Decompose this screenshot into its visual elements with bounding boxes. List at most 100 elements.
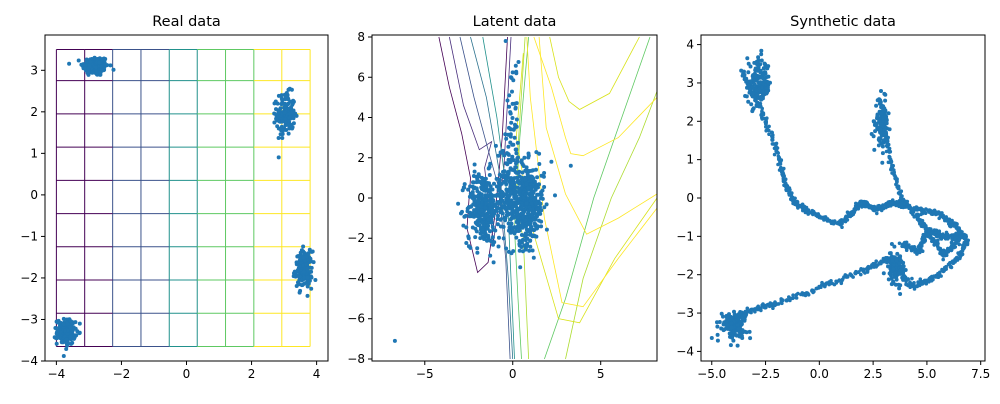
cluster-2-point: [291, 121, 296, 126]
cluster-1-point: [739, 68, 744, 73]
cluster-1-point: [467, 194, 472, 199]
cluster-2-point: [539, 173, 544, 178]
cluster-2-point: [525, 241, 530, 246]
scatter-point: [537, 151, 542, 156]
plot-area: [392, 36, 657, 360]
cluster-4-point: [64, 347, 69, 351]
cluster-1-point: [482, 177, 487, 182]
y-tick-label: 0: [357, 191, 365, 205]
cluster-2-point: [279, 128, 284, 133]
cluster-2-point: [516, 178, 521, 183]
curve-point: [904, 282, 908, 287]
cluster-1-point: [758, 95, 763, 100]
cluster-1-point: [88, 59, 93, 64]
cluster-3-point: [515, 212, 520, 217]
cluster-3-point: [512, 210, 516, 215]
curve-point: [791, 199, 796, 203]
cluster-1-point: [750, 91, 755, 96]
cluster-3-point: [302, 275, 307, 280]
curve-point: [912, 281, 916, 285]
cluster-2-point: [526, 151, 531, 156]
cluster-2-point: [524, 201, 529, 206]
cluster-1-point: [100, 57, 105, 62]
cluster-1-point: [480, 228, 485, 233]
cluster-4-point: [68, 335, 73, 340]
cluster-4-point: [65, 343, 70, 348]
cluster-2-point: [887, 127, 892, 132]
curve-point: [776, 157, 781, 161]
cluster-1-point: [467, 205, 471, 210]
cluster-2-point: [283, 102, 287, 107]
cluster-4-point: [66, 328, 70, 333]
cluster-1-point: [464, 241, 469, 245]
cluster-1-point: [755, 92, 760, 97]
curve-point: [785, 185, 790, 190]
cluster-2-point: [523, 168, 528, 173]
curve-point: [745, 306, 750, 311]
cluster-1-point: [749, 102, 754, 107]
cluster-4-point: [736, 326, 741, 331]
cluster-2-point: [527, 248, 532, 253]
cluster-2-point: [525, 236, 530, 241]
cluster-2-point: [529, 168, 534, 173]
y-tick-label: 4: [686, 38, 694, 52]
cluster-2-point: [283, 117, 287, 121]
curve-point: [787, 188, 792, 193]
cluster-4-point: [511, 78, 516, 83]
cluster-1-point: [483, 198, 488, 203]
curve-point: [767, 124, 771, 129]
cluster-2-point: [521, 195, 526, 200]
cluster-4-point: [734, 333, 739, 338]
cluster-1-point: [490, 225, 495, 229]
cluster-1-point: [99, 64, 104, 69]
curve-point: [863, 271, 867, 275]
cluster-1-point: [87, 64, 92, 69]
cluster-3-point: [313, 278, 318, 282]
curve-point: [859, 272, 863, 277]
curve-point: [900, 244, 905, 248]
cluster-2-point: [537, 162, 542, 166]
cluster-1-point: [490, 208, 495, 213]
cluster-3-point: [892, 244, 897, 249]
cluster-3-point: [496, 201, 500, 206]
cluster-1-point: [760, 85, 764, 90]
cluster-3-point: [301, 255, 306, 260]
contour-line-7: [544, 36, 651, 360]
cluster-3-point: [523, 192, 528, 197]
cluster-3-point: [503, 178, 508, 183]
cluster-3-point: [901, 264, 906, 269]
cluster-4-point: [715, 332, 720, 337]
cluster-4-point: [737, 330, 742, 334]
curve-point: [830, 281, 835, 286]
cluster-3-point: [895, 251, 900, 256]
y-tick-label: −3: [676, 306, 694, 320]
cluster-4-point: [514, 117, 519, 122]
cluster-2-point: [879, 111, 884, 116]
cluster-3-point: [513, 165, 518, 170]
cluster-3-point: [903, 268, 908, 272]
curve-point: [867, 266, 871, 271]
cluster-3-point: [897, 261, 902, 266]
cluster-3-point: [499, 198, 504, 203]
cluster-2-point: [289, 87, 294, 92]
plot-area: [709, 48, 970, 348]
cluster-2-point: [523, 177, 528, 182]
cluster-3-point: [894, 277, 899, 282]
cluster-3-point: [896, 271, 901, 276]
curve-point: [799, 292, 803, 297]
cluster-3-point: [496, 213, 500, 218]
curve-point: [744, 79, 749, 83]
cluster-2-point: [530, 217, 535, 222]
chart-panel-2: −5 0 5 −8 −6 −4 −2 0 2 4 6 8 Latent data: [347, 14, 658, 381]
curve-point: [887, 155, 892, 159]
cluster-1-point: [475, 250, 480, 255]
cluster-2-point: [279, 96, 284, 101]
cluster-2-point: [514, 235, 519, 240]
cluster-1-point: [490, 235, 495, 240]
cluster-2-point: [530, 248, 535, 253]
curve-point: [791, 293, 795, 298]
cluster-2-point: [290, 125, 295, 130]
curve-point: [886, 142, 891, 147]
cluster-3-point: [889, 272, 893, 277]
cluster-2-point: [519, 177, 524, 182]
